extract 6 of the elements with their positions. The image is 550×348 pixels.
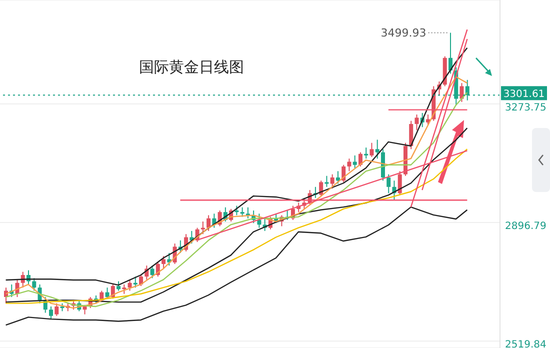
y-tick-label: 3273.75	[505, 102, 546, 114]
text: 国际黄金日线图	[139, 58, 244, 77]
annotation: 3499.93	[380, 26, 426, 40]
y-tick-label: 2519.84	[505, 340, 546, 348]
y-tick-label: 2896.79	[505, 221, 546, 232]
ref-line-label: 3301.61	[503, 89, 545, 100]
